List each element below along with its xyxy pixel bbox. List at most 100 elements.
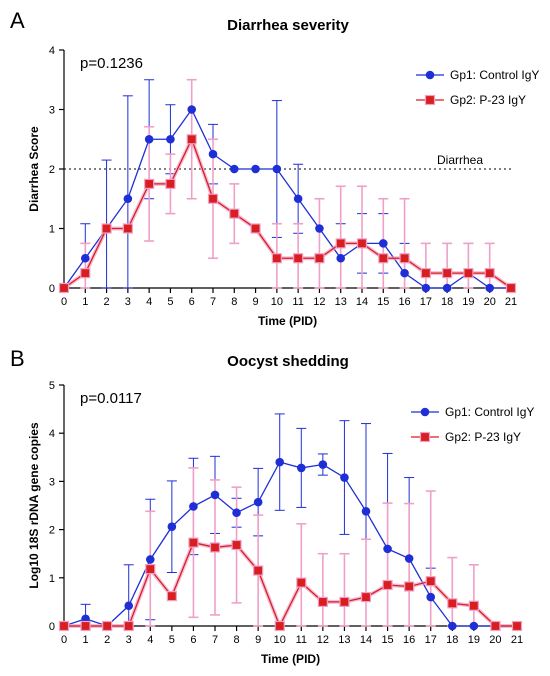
data-point xyxy=(336,253,346,263)
data-point xyxy=(469,621,479,631)
x-tick-label: 3 xyxy=(125,296,131,308)
y-axis-label: Diarrhea Score xyxy=(27,126,41,212)
data-point xyxy=(447,598,458,609)
data-point xyxy=(404,581,415,592)
data-point xyxy=(124,601,134,611)
x-tick-label: 13 xyxy=(335,296,347,308)
data-point xyxy=(426,592,436,602)
data-point xyxy=(123,194,133,204)
data-point xyxy=(229,208,240,219)
x-tick-label: 2 xyxy=(104,634,110,646)
legend-marker xyxy=(424,94,436,106)
data-point xyxy=(145,564,156,575)
data-point xyxy=(251,164,260,174)
data-point xyxy=(490,620,501,632)
data-point xyxy=(58,620,70,632)
x-tick-label: 20 xyxy=(489,634,501,646)
x-axis-label: Time (PID) xyxy=(258,314,317,328)
data-point xyxy=(208,149,218,159)
x-tick-label: 16 xyxy=(398,296,410,308)
data-point xyxy=(167,522,177,532)
x-tick-label: 9 xyxy=(253,296,259,308)
x-tick-label: 21 xyxy=(505,296,517,308)
data-point xyxy=(274,620,285,632)
legend-label: Gp2: P-23 IgY xyxy=(445,430,521,444)
data-point xyxy=(271,253,282,264)
x-tick-label: 21 xyxy=(511,634,523,646)
data-point xyxy=(188,537,199,548)
x-tick-label: 17 xyxy=(425,634,437,646)
y-tick-label: 0 xyxy=(49,621,55,633)
data-point xyxy=(447,621,457,631)
legend-marker xyxy=(419,431,431,443)
x-tick-label: 8 xyxy=(231,296,237,308)
data-point xyxy=(231,539,242,551)
data-point xyxy=(229,164,239,174)
data-point xyxy=(187,105,197,114)
data-point xyxy=(318,460,328,469)
data-point xyxy=(272,164,282,174)
data-point xyxy=(442,283,452,293)
data-point xyxy=(80,253,90,263)
x-tick-label: 6 xyxy=(190,634,196,646)
data-point xyxy=(404,554,414,563)
data-point xyxy=(207,193,219,204)
data-point xyxy=(102,620,113,632)
x-tick-label: 3 xyxy=(126,634,132,646)
data-point xyxy=(315,224,324,233)
data-point xyxy=(101,223,112,234)
data-point xyxy=(484,268,495,279)
x-axis-label: Time (PID) xyxy=(261,652,320,666)
data-point xyxy=(356,238,368,249)
x-tick-label: 11 xyxy=(296,634,307,646)
data-point xyxy=(80,268,91,279)
x-tick-label: 7 xyxy=(210,296,216,308)
x-tick-label: 9 xyxy=(255,634,261,646)
data-point xyxy=(166,591,177,602)
x-tick-label: 6 xyxy=(189,296,195,308)
data-point xyxy=(335,238,346,249)
y-tick-label: 1 xyxy=(49,573,55,585)
data-point xyxy=(442,268,453,279)
data-point xyxy=(511,620,523,632)
legend-label: Gp2: P-23 IgY xyxy=(450,93,526,107)
data-point xyxy=(361,506,371,516)
x-tick-label: 13 xyxy=(338,634,350,646)
data-point xyxy=(186,134,197,145)
series-line xyxy=(64,541,517,628)
legend-label: Gp1: Control IgY xyxy=(450,68,539,82)
data-point xyxy=(296,463,306,473)
data-point xyxy=(123,620,134,632)
data-point xyxy=(505,282,517,294)
data-point xyxy=(144,178,155,189)
y-tick-label: 4 xyxy=(49,428,55,440)
data-point xyxy=(209,542,221,553)
chart-title: Oocyst shedding xyxy=(227,353,349,370)
p-value-annotation: p=0.0117 xyxy=(80,390,142,407)
y-tick-label: 3 xyxy=(49,476,55,488)
x-tick-label: 8 xyxy=(234,634,240,646)
series-line xyxy=(63,108,511,289)
data-point xyxy=(122,223,133,234)
panel-label: B xyxy=(10,346,25,371)
panel-label: A xyxy=(10,8,25,33)
data-point xyxy=(58,282,70,294)
data-point xyxy=(293,253,304,264)
data-point xyxy=(145,555,155,564)
data-point xyxy=(360,591,372,603)
data-point xyxy=(485,283,495,293)
x-tick-label: 14 xyxy=(356,296,368,308)
data-point xyxy=(166,134,175,144)
data-point xyxy=(399,253,410,264)
data-point xyxy=(210,490,220,500)
data-point xyxy=(420,268,431,279)
x-tick-label: 1 xyxy=(83,634,89,646)
y-axis-label: Log10 18S rDNA gene copies xyxy=(27,422,41,589)
x-tick-label: 12 xyxy=(313,296,325,308)
legend-marker xyxy=(420,407,430,417)
x-tick-label: 11 xyxy=(292,296,303,308)
data-point xyxy=(144,134,154,144)
data-point xyxy=(382,579,393,591)
